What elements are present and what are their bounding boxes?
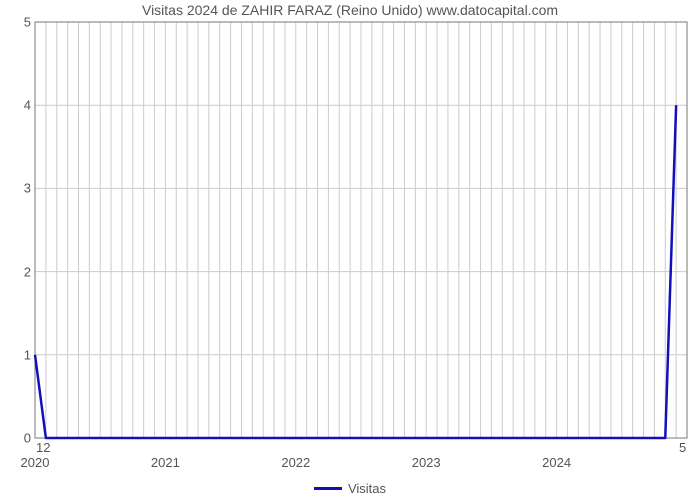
- legend: Visitas: [0, 477, 700, 496]
- chart-title: Visitas 2024 de ZAHIR FARAZ (Reino Unido…: [0, 2, 700, 18]
- x-sub-label-left: 12: [36, 440, 50, 455]
- x-tick-label: 2020: [21, 455, 50, 470]
- plot-svg: [35, 22, 687, 438]
- y-tick-label: 1: [1, 347, 31, 362]
- x-tick-label: 2023: [412, 455, 441, 470]
- legend-label: Visitas: [348, 481, 386, 496]
- x-tick-label: 2022: [281, 455, 310, 470]
- plot-area: [35, 22, 687, 438]
- x-sub-label-right: 5: [679, 440, 686, 455]
- legend-swatch: [314, 487, 342, 490]
- y-tick-label: 4: [1, 98, 31, 113]
- y-tick-label: 5: [1, 15, 31, 30]
- x-tick-label: 2021: [151, 455, 180, 470]
- chart-container: Visitas 2024 de ZAHIR FARAZ (Reino Unido…: [0, 0, 700, 500]
- y-tick-label: 3: [1, 181, 31, 196]
- y-tick-label: 0: [1, 431, 31, 446]
- x-tick-label: 2024: [542, 455, 571, 470]
- y-tick-label: 2: [1, 264, 31, 279]
